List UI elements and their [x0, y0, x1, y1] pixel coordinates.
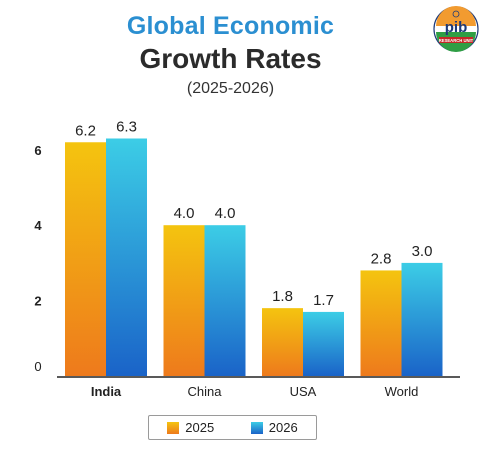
bar-china-2026 — [204, 225, 246, 376]
chart-subtitle: (2025-2026) — [186, 80, 275, 97]
bar-value-label-india-2026: 6.3 — [116, 118, 137, 135]
bar-value-label-world-2025: 2.8 — [371, 250, 392, 267]
bar-china-2025 — [163, 225, 205, 376]
legend-swatch-2026 — [250, 421, 263, 434]
bar-india-2025 — [65, 142, 106, 376]
pib-logo-icon: pib RESEARCH UNIT — [433, 6, 479, 52]
bar-value-label-india-2025: 6.2 — [75, 122, 96, 139]
bar-usa-2025 — [262, 308, 303, 376]
bar-value-label-china-2025: 4.0 — [174, 205, 195, 222]
bar-india-2026 — [106, 138, 147, 376]
y-tick-label-4: 4 — [34, 218, 42, 233]
legend-swatch-2025 — [167, 421, 180, 434]
chart-title-line1: Global Economic — [126, 12, 335, 40]
legend-item-2025: 2025 — [167, 420, 214, 435]
chart-title-line2: Growth Rates — [139, 43, 322, 74]
bar-world-2025 — [360, 270, 402, 376]
bar-world-2026 — [401, 262, 443, 376]
y-tick-label-6: 6 — [34, 143, 41, 158]
y-tick-label-0: 0 — [34, 359, 41, 374]
x-tick-label-china: China — [188, 384, 223, 399]
x-tick-label-india: India — [91, 384, 122, 399]
bar-usa-2026 — [303, 311, 344, 376]
bar-value-label-world-2026: 3.0 — [412, 243, 433, 260]
x-tick-label-usa: USA — [290, 384, 317, 399]
legend-label-2025: 2025 — [185, 420, 215, 435]
svg-text:RESEARCH UNIT: RESEARCH UNIT — [439, 38, 474, 43]
x-tick-label-world: World — [385, 384, 419, 399]
chart-legend: 2025 2026 — [148, 415, 317, 440]
bar-value-label-china-2026: 4.0 — [215, 205, 236, 222]
y-tick-label-2: 2 — [34, 294, 41, 309]
legend-item-2026: 2026 — [250, 420, 298, 435]
legend-label-2026: 2026 — [268, 420, 298, 435]
bar-value-label-usa-2026: 1.7 — [313, 292, 334, 309]
bar-value-label-usa-2025: 1.8 — [272, 288, 293, 305]
svg-text:pib: pib — [445, 19, 468, 36]
